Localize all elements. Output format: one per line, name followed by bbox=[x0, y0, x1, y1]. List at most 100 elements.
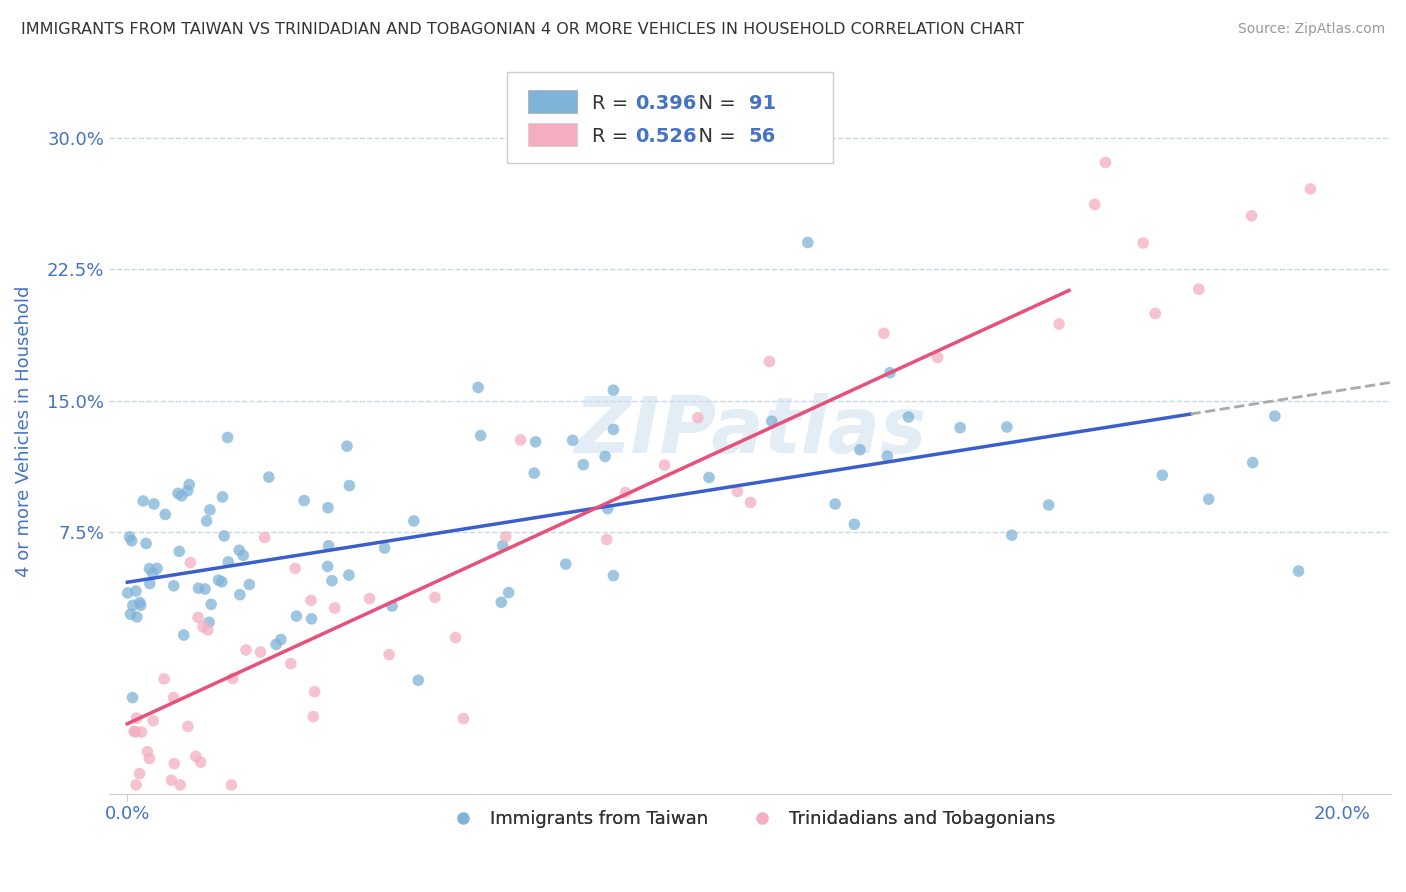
Point bbox=[304, 684, 326, 698]
Point bbox=[122, 724, 145, 739]
Point bbox=[374, 541, 396, 555]
Point bbox=[143, 497, 166, 511]
Point bbox=[160, 773, 183, 788]
Text: 91: 91 bbox=[749, 94, 776, 112]
Point bbox=[118, 530, 141, 544]
Text: 0.526: 0.526 bbox=[634, 128, 696, 146]
Point bbox=[336, 439, 359, 453]
Point bbox=[1188, 282, 1211, 296]
Point bbox=[232, 549, 254, 563]
Text: Source: ZipAtlas.com: Source: ZipAtlas.com bbox=[1237, 22, 1385, 37]
Text: ZIPatlas: ZIPatlas bbox=[574, 393, 927, 469]
Point bbox=[572, 458, 595, 472]
Point bbox=[169, 778, 191, 792]
Point bbox=[167, 486, 190, 500]
Point bbox=[523, 466, 546, 480]
Text: 0.396: 0.396 bbox=[634, 94, 696, 112]
Point bbox=[136, 745, 159, 759]
Point bbox=[359, 591, 381, 606]
Point bbox=[596, 533, 619, 547]
Point bbox=[491, 595, 513, 609]
Point bbox=[132, 494, 155, 508]
Point bbox=[299, 593, 322, 607]
Point bbox=[602, 422, 624, 436]
Point bbox=[602, 383, 624, 397]
Point bbox=[453, 712, 475, 726]
Point bbox=[1299, 182, 1322, 196]
Point bbox=[492, 539, 515, 553]
Point bbox=[280, 657, 302, 671]
Point bbox=[873, 326, 896, 341]
Point bbox=[1240, 209, 1263, 223]
Point bbox=[381, 599, 404, 614]
Point bbox=[153, 672, 176, 686]
Point bbox=[131, 725, 153, 739]
Point bbox=[323, 601, 346, 615]
Point bbox=[125, 610, 148, 624]
Text: N =: N = bbox=[686, 94, 742, 112]
Point bbox=[222, 672, 245, 686]
Y-axis label: 4 or more Vehicles in Household: 4 or more Vehicles in Household bbox=[15, 285, 32, 577]
Point bbox=[179, 556, 201, 570]
Text: 56: 56 bbox=[749, 128, 776, 146]
Point bbox=[596, 501, 619, 516]
Point bbox=[876, 449, 898, 463]
Point bbox=[191, 620, 214, 634]
Point bbox=[211, 490, 233, 504]
Point bbox=[264, 637, 287, 651]
Point bbox=[654, 458, 676, 472]
Point bbox=[824, 497, 846, 511]
Text: R =: R = bbox=[592, 94, 636, 112]
Point bbox=[467, 380, 489, 394]
Point bbox=[121, 533, 143, 548]
Point bbox=[1132, 235, 1154, 250]
Point bbox=[524, 434, 547, 449]
Point bbox=[797, 235, 820, 250]
Point bbox=[614, 485, 637, 500]
Point bbox=[844, 517, 866, 532]
Point bbox=[146, 561, 169, 575]
Point bbox=[125, 584, 148, 599]
Point bbox=[170, 489, 193, 503]
Point bbox=[318, 539, 340, 553]
Point bbox=[249, 645, 271, 659]
Point bbox=[190, 755, 212, 769]
Point bbox=[155, 508, 177, 522]
Text: IMMIGRANTS FROM TAIWAN VS TRINIDADIAN AND TOBAGONIAN 4 OR MORE VEHICLES IN HOUSE: IMMIGRANTS FROM TAIWAN VS TRINIDADIAN AN… bbox=[21, 22, 1024, 37]
Point bbox=[554, 557, 576, 571]
Point bbox=[138, 562, 160, 576]
Point bbox=[470, 428, 492, 442]
Point bbox=[316, 559, 339, 574]
Point bbox=[725, 484, 748, 499]
Point bbox=[602, 568, 624, 582]
Point bbox=[229, 588, 252, 602]
Point bbox=[173, 628, 195, 642]
Point bbox=[139, 576, 162, 591]
Point bbox=[337, 478, 360, 492]
Point bbox=[1198, 492, 1220, 507]
Point bbox=[235, 643, 257, 657]
Point bbox=[509, 433, 531, 447]
Point bbox=[163, 756, 186, 771]
FancyBboxPatch shape bbox=[506, 72, 834, 163]
Point bbox=[124, 725, 146, 739]
Point bbox=[129, 598, 152, 612]
Point bbox=[228, 543, 250, 558]
Point bbox=[302, 709, 325, 723]
Point bbox=[292, 493, 315, 508]
Point bbox=[995, 420, 1018, 434]
Point bbox=[195, 514, 218, 528]
FancyBboxPatch shape bbox=[529, 89, 576, 112]
Point bbox=[697, 470, 720, 484]
Point bbox=[897, 409, 920, 424]
Point bbox=[179, 477, 201, 491]
Point bbox=[257, 470, 280, 484]
Point bbox=[125, 778, 148, 792]
Point bbox=[1264, 409, 1286, 423]
Point bbox=[142, 714, 165, 728]
Point bbox=[1144, 306, 1167, 320]
Point bbox=[270, 632, 292, 647]
Point bbox=[879, 366, 901, 380]
Point bbox=[187, 581, 209, 595]
Point bbox=[125, 711, 148, 725]
